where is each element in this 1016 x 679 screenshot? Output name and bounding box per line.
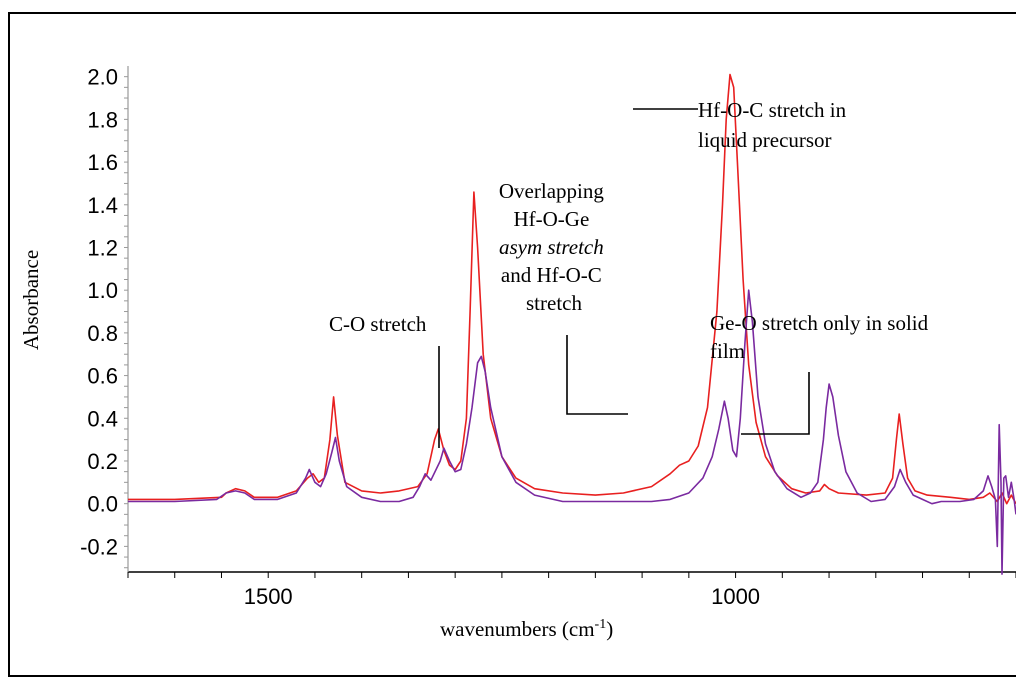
annotation-overlapping-line-5: stretch [526, 291, 582, 315]
y-tick-label: 1.8 [87, 107, 118, 132]
x-axis-title-main: wavenumbers (cm [440, 617, 595, 641]
y-tick-label: 1.0 [87, 278, 118, 303]
annotation-overlapping-line-1: Overlapping [499, 179, 604, 203]
annotation-c-o-stretch: C-O stretch [329, 312, 427, 336]
x-tick-labels: 1500 1000 [244, 584, 760, 609]
x-tick-label: 1500 [244, 584, 293, 609]
y-tick-label: 0.8 [87, 321, 118, 346]
series-layer [128, 73, 1016, 575]
y-tick-label: 0.4 [87, 406, 118, 431]
annotation-ge-o-solid: Ge-O stretch only in solid film [710, 311, 933, 363]
annotation-overlapping-line-4: and Hf-O-C [501, 263, 602, 287]
annotation-hf-o-c-line-2: liquid precursor [698, 128, 832, 152]
annotation-overlapping-line-3: asym stretch [499, 235, 604, 259]
x-axis-title-superscript: -1 [595, 617, 607, 632]
x-tick-label: 1000 [711, 584, 760, 609]
annotation-overlapping-stretch: Overlapping Hf-O-Ge asym stretch and Hf-… [499, 179, 609, 315]
annotation-hf-o-c-line-1: Hf-O-C stretch in [698, 98, 847, 122]
annotation-hf-o-c-liquid: Hf-O-C stretch in liquid precursor [698, 98, 851, 152]
y-tick-label: 0.2 [87, 449, 118, 474]
y-tick-label: 1.6 [87, 150, 118, 175]
annotations: C-O stretch Overlapping Hf-O-Ge asym str… [329, 98, 933, 363]
y-tick-label: 0.0 [87, 492, 118, 517]
y-axis-minor-ticks [124, 76, 128, 569]
annotation-ge-o-line-1: Ge-O stretch only in solid [710, 311, 929, 335]
ge-o-solid-leader [741, 372, 810, 435]
y-axis-title: Absorbance [19, 250, 43, 350]
y-tick-label: 0.6 [87, 364, 118, 389]
overlapping-stretch-leader [566, 335, 628, 415]
y-tick-labels: -0.2 0.0 0.2 0.4 0.6 0.8 1.0 1.2 1.4 1.6 1.8 2.0 [80, 65, 118, 560]
series-line-1 [128, 73, 1016, 505]
x-axis-title: wavenumbers (cm-1) [440, 617, 613, 641]
y-tick-label: 1.2 [87, 235, 118, 260]
y-tick-label: -0.2 [80, 534, 118, 559]
x-axis-title-end: ) [606, 617, 613, 641]
annotation-ge-o-line-2: film [710, 339, 745, 363]
x-axis-minor-ticks [127, 572, 1016, 578]
annotation-overlapping-line-2: Hf-O-Ge [513, 207, 589, 231]
y-tick-label: 2.0 [87, 65, 118, 90]
annotation-leaders [438, 108, 810, 448]
series-line-2 [128, 289, 1016, 575]
axes [124, 66, 1016, 578]
figure-frame [8, 12, 1016, 677]
y-tick-label: 1.4 [87, 193, 118, 218]
annotation-c-o-stretch-line-1: C-O stretch [329, 312, 427, 336]
